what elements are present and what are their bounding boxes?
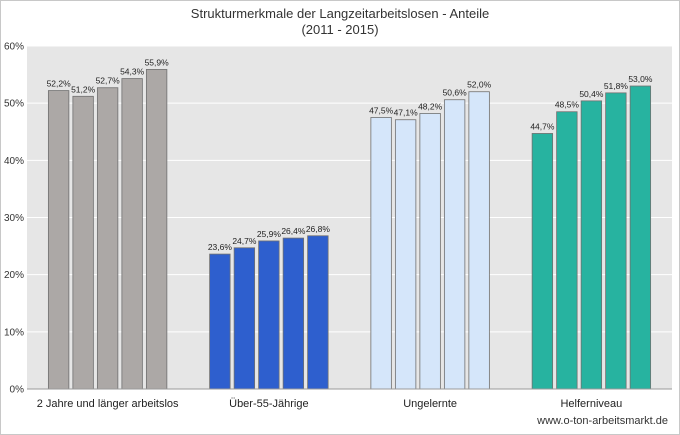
bar	[72, 95, 94, 390]
y-tick-label: 50%	[4, 99, 24, 110]
data-label: 50,4%	[579, 89, 604, 99]
bar	[96, 87, 119, 390]
data-label: 53,0%	[628, 74, 653, 84]
category-label: Über-55-Jährige	[229, 398, 308, 410]
category-label: 2 Jahre und länger arbeitslos	[37, 398, 179, 410]
bar	[419, 113, 441, 390]
data-label: 55,9%	[145, 57, 170, 67]
bar	[233, 247, 256, 390]
bar	[47, 90, 70, 390]
bar	[468, 91, 490, 390]
bar	[556, 111, 578, 390]
data-label: 48,2%	[418, 101, 443, 111]
bar	[282, 237, 305, 390]
bar	[121, 78, 143, 390]
y-tick-label: 10%	[4, 327, 24, 338]
data-label: 26,4%	[281, 226, 306, 236]
bar	[145, 69, 168, 390]
data-label: 50,6%	[443, 88, 468, 98]
bar	[443, 99, 466, 390]
y-tick-label: 30%	[4, 213, 24, 224]
source-footer: www.o-ton-arbeitsmarkt.de	[537, 415, 668, 427]
data-label: 44,7%	[530, 121, 555, 131]
data-label: 51,2%	[71, 84, 96, 94]
data-label: 52,0%	[467, 80, 492, 90]
data-label: 25,9%	[257, 229, 282, 239]
y-tick-label: 40%	[4, 156, 24, 167]
bar	[370, 117, 392, 390]
bar	[629, 85, 652, 390]
y-tick-label: 20%	[4, 270, 24, 281]
bar	[580, 100, 603, 390]
chart-subtitle: (2011 - 2015)	[301, 22, 379, 37]
data-label: 48,5%	[555, 100, 580, 110]
y-tick-label: 0%	[10, 385, 25, 396]
chart-title: Strukturmerkmale der Langzeitarbeitslose…	[190, 6, 490, 21]
data-label: 52,7%	[96, 76, 121, 86]
data-label: 54,3%	[120, 67, 145, 77]
bar	[394, 119, 417, 390]
category-label: Ungelernte	[403, 398, 457, 410]
data-label: 26,8%	[306, 224, 331, 234]
y-tick-label: 60%	[4, 42, 24, 53]
data-label: 23,6%	[208, 242, 233, 252]
bar	[307, 235, 329, 390]
data-label: 47,5%	[369, 105, 394, 115]
bar	[209, 253, 231, 390]
data-label: 24,7%	[232, 236, 257, 246]
bar	[531, 133, 554, 390]
data-label: 47,1%	[394, 108, 419, 118]
data-label: 52,2%	[47, 79, 72, 89]
data-label: 51,8%	[604, 81, 629, 91]
category-label: Helferniveau	[560, 398, 622, 410]
bar	[258, 240, 280, 390]
bar	[605, 92, 627, 390]
